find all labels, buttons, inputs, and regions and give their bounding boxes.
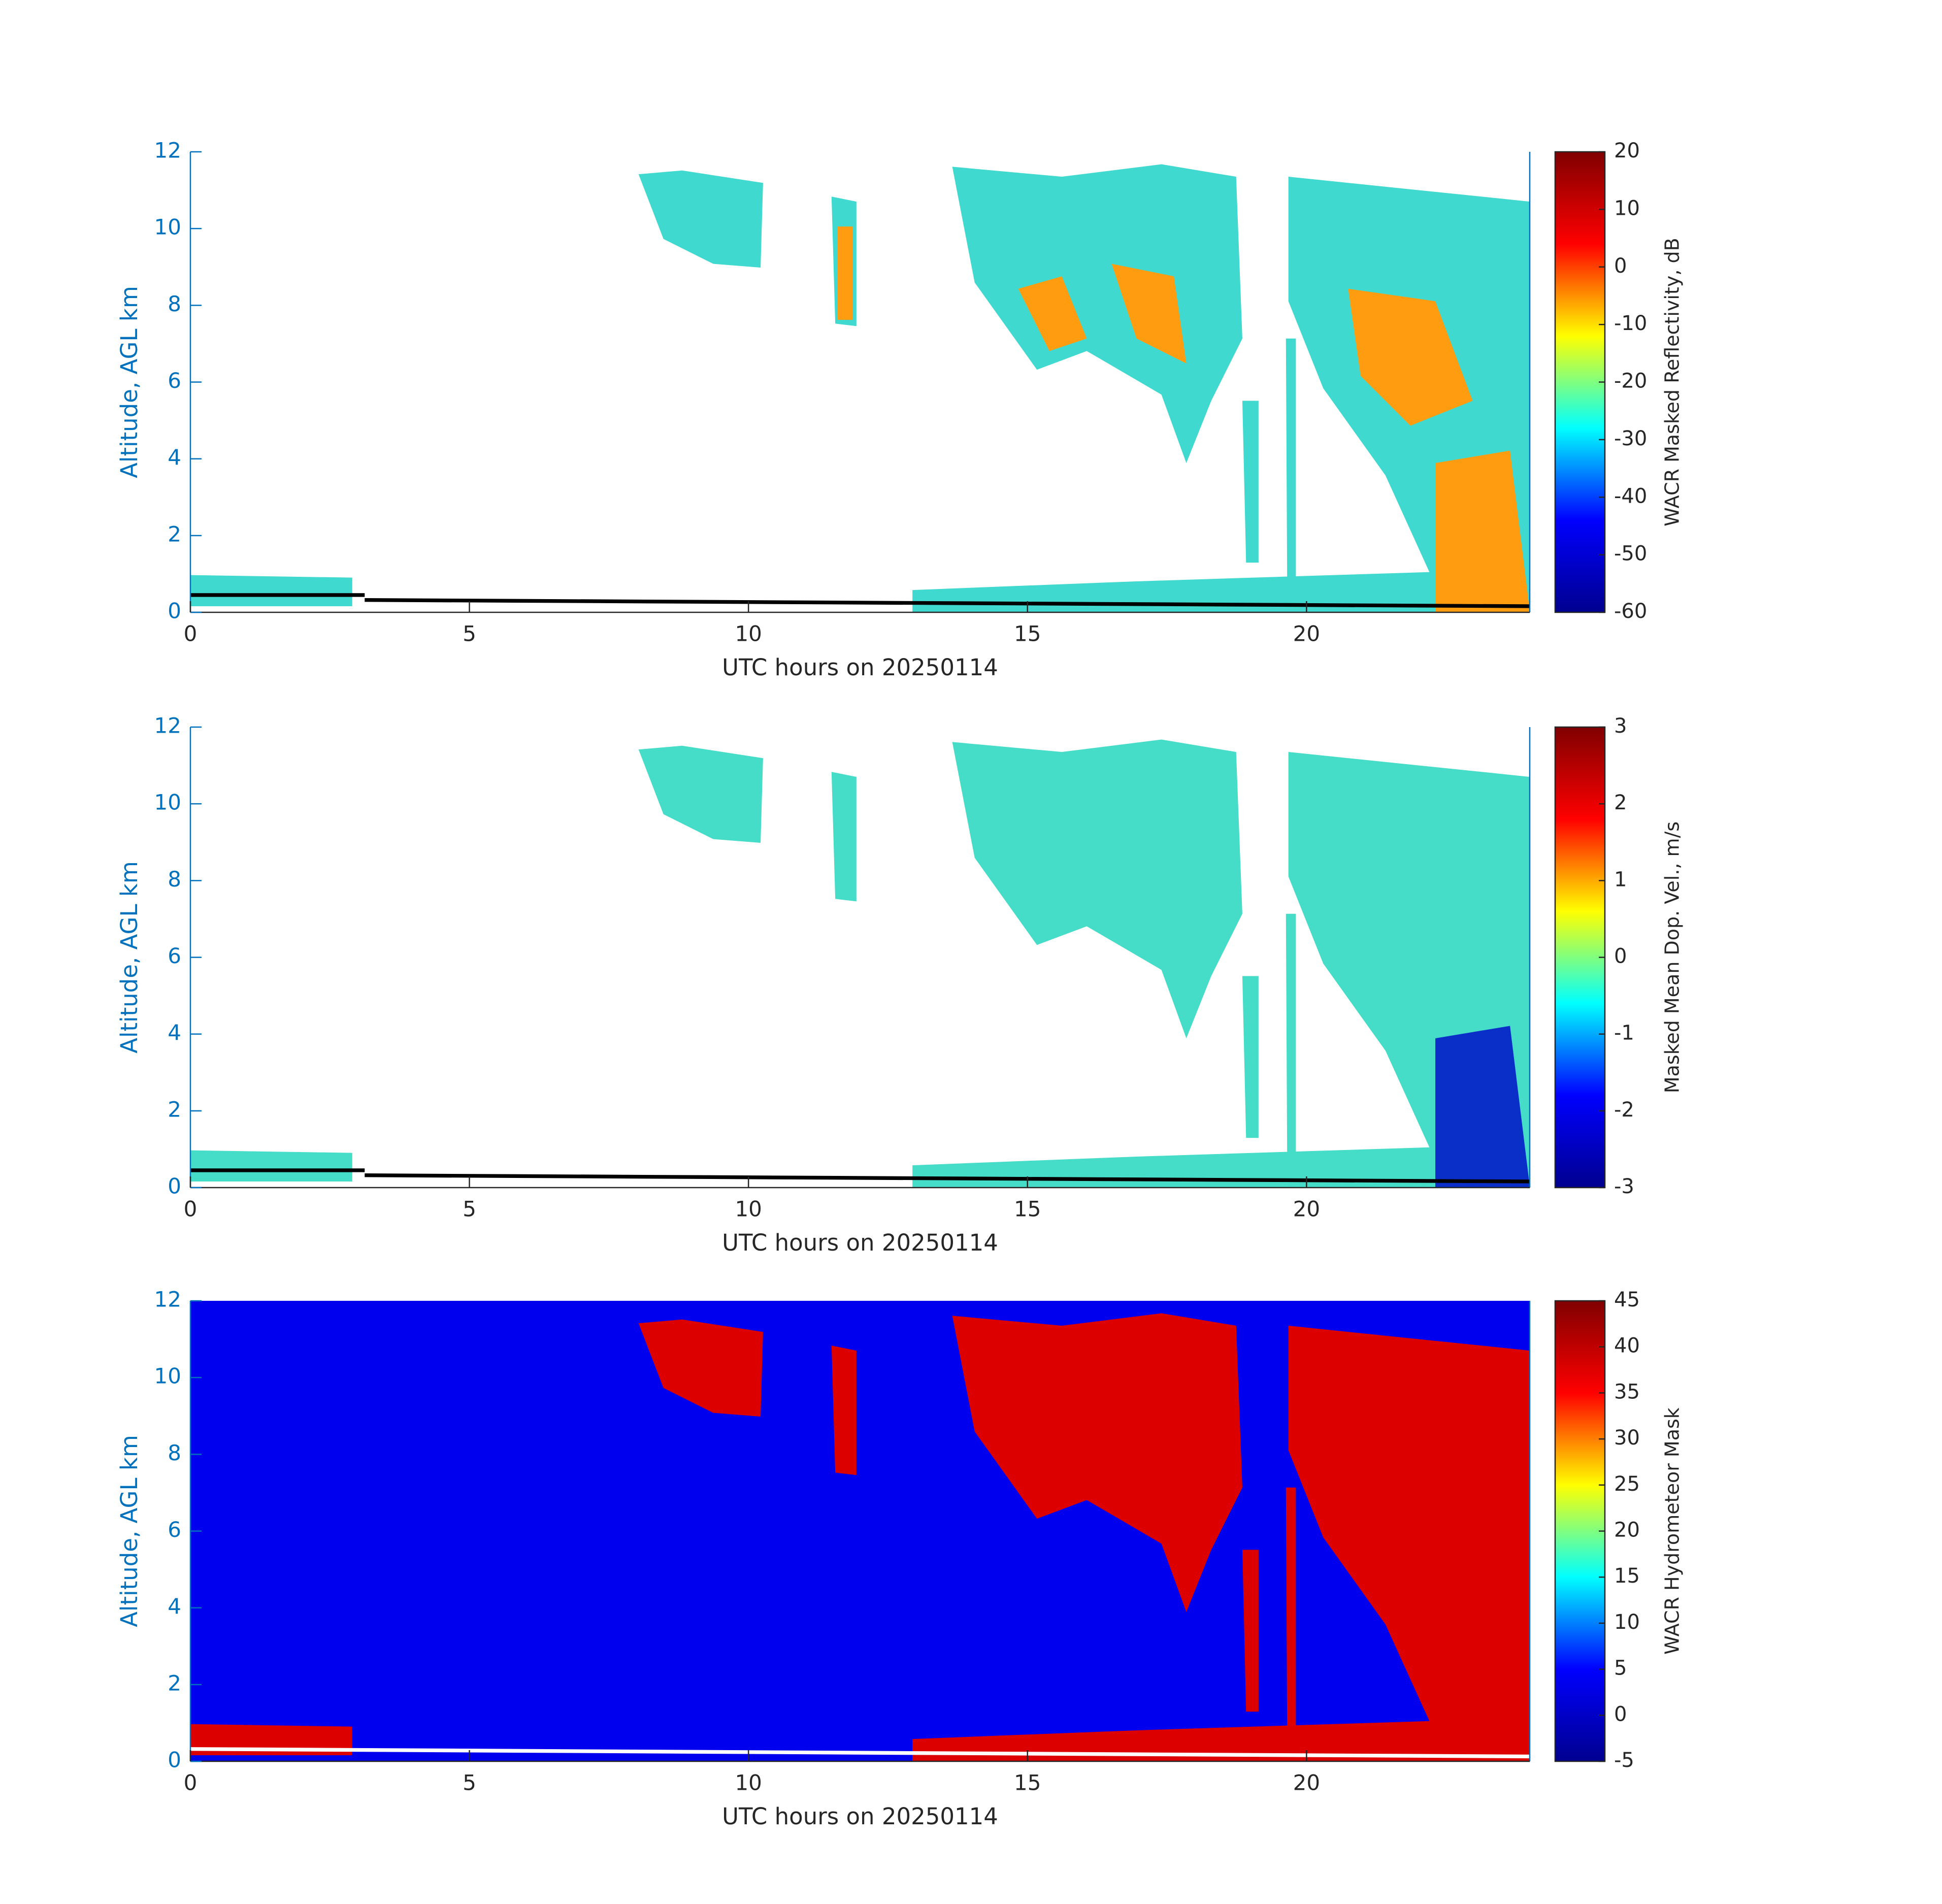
y-tick-label: 6 xyxy=(168,368,181,393)
y-tick-label: 4 xyxy=(168,1020,181,1045)
x-tick-label: 15 xyxy=(1014,621,1041,646)
x-tick-label: 10 xyxy=(735,621,762,646)
x-tick-label: 0 xyxy=(184,621,198,646)
colorbar-tick-label: -5 xyxy=(1614,1749,1634,1772)
x-axis-label: UTC hours on 20250114 xyxy=(722,1803,998,1830)
colorbar-label: WACR Masked Reflectivity, dB xyxy=(1661,238,1684,526)
x-axis-label: UTC hours on 20250114 xyxy=(722,654,998,681)
colorbar-tick-label: -3 xyxy=(1614,1175,1634,1198)
colorbar-tick-label: -2 xyxy=(1614,1098,1634,1122)
colorbar-tick-label: -40 xyxy=(1614,484,1647,508)
colorbar-tick-label: 3 xyxy=(1614,714,1627,738)
y-tick-label: 2 xyxy=(168,521,181,546)
y-tick-label: 0 xyxy=(168,1748,181,1772)
colorbar-tick-label: 0 xyxy=(1614,1702,1627,1726)
y-tick-label: 12 xyxy=(154,138,181,163)
y-tick-label: 6 xyxy=(168,943,181,968)
colorbar xyxy=(1554,726,1606,1189)
colorbar-tick-label: 2 xyxy=(1614,791,1627,814)
colorbar-tick-label: 35 xyxy=(1614,1380,1640,1403)
colorbar-tick-label: 30 xyxy=(1614,1426,1640,1450)
colorbar-tick-label: 45 xyxy=(1614,1288,1640,1311)
colorbar-tick-label: 1 xyxy=(1614,868,1627,891)
colorbar-tick-label: -10 xyxy=(1614,312,1647,335)
x-tick-label: 5 xyxy=(463,621,476,646)
field-image xyxy=(190,164,1530,613)
x-tick-label: 20 xyxy=(1293,1197,1320,1222)
x-tick-label: 10 xyxy=(735,1770,762,1795)
x-tick-label: 15 xyxy=(1014,1197,1041,1222)
field-image xyxy=(190,739,1530,1188)
y-axis-label: Altitude, AGL km xyxy=(116,1435,143,1627)
colorbar-tick-label: 25 xyxy=(1614,1472,1640,1496)
x-tick-label: 15 xyxy=(1014,1770,1041,1795)
colorbar-tick-label: 20 xyxy=(1614,139,1640,162)
field-image xyxy=(190,1301,1530,1762)
colorbar-label: Masked Mean Dop. Vel., m/s xyxy=(1661,822,1684,1093)
x-tick-label: 10 xyxy=(735,1197,762,1222)
y-axis-label: Altitude, AGL km xyxy=(116,286,143,478)
y-tick-label: 2 xyxy=(168,1097,181,1122)
y-tick-label: 10 xyxy=(154,1364,181,1389)
y-tick-label: 4 xyxy=(168,445,181,470)
colorbar-tick-label: -30 xyxy=(1614,427,1647,450)
y-tick-label: 10 xyxy=(154,215,181,240)
y-tick-label: 12 xyxy=(154,1287,181,1312)
colorbar-tick-label: 15 xyxy=(1614,1564,1640,1588)
y-axis-label: Altitude, AGL km xyxy=(116,861,143,1054)
colorbar-tick-label: 0 xyxy=(1614,254,1627,278)
colorbar-label: WACR Hydrometeor Mask xyxy=(1661,1407,1684,1655)
x-tick-label: 0 xyxy=(184,1770,198,1795)
x-tick-label: 20 xyxy=(1293,1770,1320,1795)
x-axis-label: UTC hours on 20250114 xyxy=(722,1229,998,1256)
colorbar-tick-label: 10 xyxy=(1614,1611,1640,1634)
colorbar-tick-label: 40 xyxy=(1614,1334,1640,1358)
y-tick-label: 12 xyxy=(154,713,181,738)
colorbar-tick-label: -1 xyxy=(1614,1022,1634,1045)
x-tick-label: 5 xyxy=(463,1197,476,1222)
x-tick-label: 5 xyxy=(463,1770,476,1795)
y-tick-label: 8 xyxy=(168,867,181,892)
x-tick-label: 20 xyxy=(1293,621,1320,646)
colorbar-tick-label: -60 xyxy=(1614,600,1647,623)
x-tick-label: 0 xyxy=(184,1197,198,1222)
colorbar-tick-label: -20 xyxy=(1614,370,1647,393)
colorbar-tick-label: 5 xyxy=(1614,1657,1627,1680)
colorbar-tick-label: 0 xyxy=(1614,945,1627,968)
y-tick-label: 2 xyxy=(168,1670,181,1695)
y-tick-label: 10 xyxy=(154,790,181,815)
y-tick-label: 6 xyxy=(168,1517,181,1542)
colorbar xyxy=(1554,151,1606,613)
colorbar-tick-label: 10 xyxy=(1614,196,1640,220)
y-tick-label: 8 xyxy=(168,1440,181,1465)
y-tick-label: 0 xyxy=(168,1174,181,1199)
colorbar-tick-label: 20 xyxy=(1614,1519,1640,1542)
y-tick-label: 8 xyxy=(168,291,181,316)
y-tick-label: 0 xyxy=(168,599,181,623)
y-tick-label: 4 xyxy=(168,1594,181,1619)
colorbar-tick-label: -50 xyxy=(1614,542,1647,566)
colorbar xyxy=(1554,1300,1606,1762)
